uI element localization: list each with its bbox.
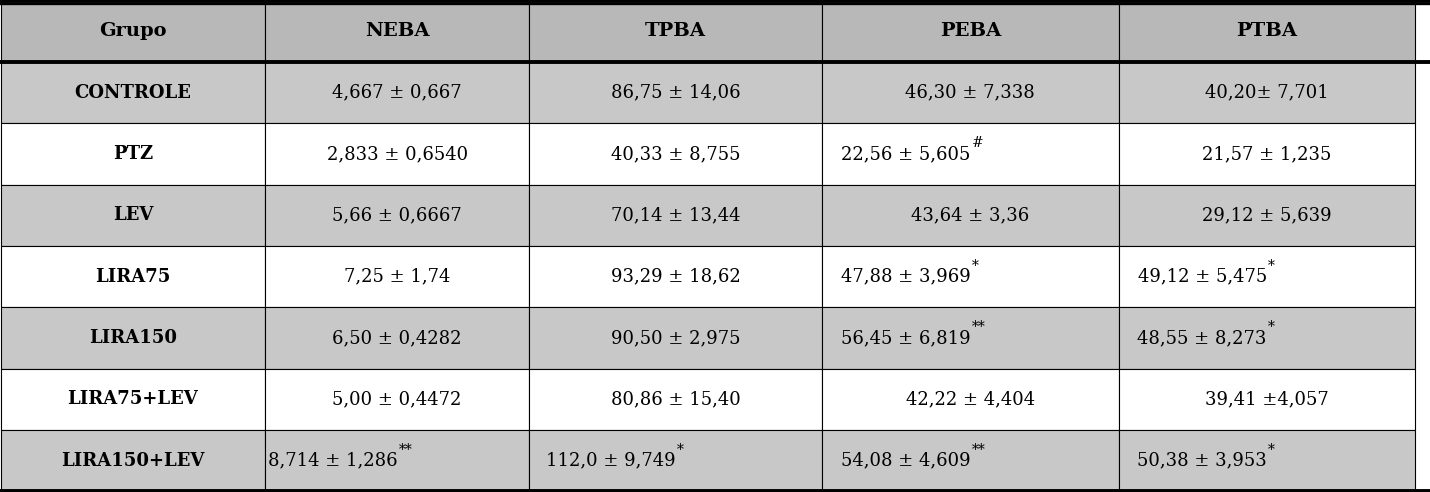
- Text: 6,50 ± 0,4282: 6,50 ± 0,4282: [332, 329, 462, 347]
- Text: 86,75 ± 14,06: 86,75 ± 14,06: [611, 84, 741, 102]
- Text: 43,64 ± 3,36: 43,64 ± 3,36: [911, 206, 1030, 224]
- Bar: [529, 0, 822, 62]
- Text: 70,14 ± 13,44: 70,14 ± 13,44: [611, 206, 741, 224]
- Bar: [1118, 246, 1416, 308]
- Bar: [529, 62, 822, 123]
- Text: *: *: [1268, 443, 1276, 457]
- Bar: [529, 430, 822, 492]
- Bar: [529, 123, 822, 184]
- Bar: [265, 246, 529, 308]
- Bar: [822, 430, 1118, 492]
- Text: LEV: LEV: [113, 206, 153, 224]
- Bar: [0, 123, 265, 184]
- Bar: [1118, 123, 1416, 184]
- Text: 29,12 ± 5,639: 29,12 ± 5,639: [1203, 206, 1331, 224]
- Bar: [529, 246, 822, 308]
- Text: 42,22 ± 4,404: 42,22 ± 4,404: [905, 390, 1035, 408]
- Text: *: *: [1268, 320, 1276, 334]
- Bar: [529, 308, 822, 369]
- Bar: [1118, 430, 1416, 492]
- Text: LIRA150: LIRA150: [89, 329, 177, 347]
- Text: PTZ: PTZ: [113, 145, 153, 163]
- Text: 93,29 ± 18,62: 93,29 ± 18,62: [611, 268, 741, 286]
- Text: LIRA150+LEV: LIRA150+LEV: [61, 452, 204, 470]
- Text: 80,86 ± 15,40: 80,86 ± 15,40: [611, 390, 741, 408]
- Bar: [0, 430, 265, 492]
- Bar: [529, 184, 822, 246]
- Bar: [265, 62, 529, 123]
- Text: 46,30 ± 7,338: 46,30 ± 7,338: [905, 84, 1035, 102]
- Text: 49,12 ± 5,475: 49,12 ± 5,475: [1137, 268, 1267, 286]
- Bar: [822, 62, 1118, 123]
- Text: 22,56 ± 5,605: 22,56 ± 5,605: [841, 145, 971, 163]
- Text: 47,88 ± 3,969: 47,88 ± 3,969: [841, 268, 971, 286]
- Text: *: *: [678, 443, 684, 457]
- Bar: [529, 369, 822, 430]
- Bar: [0, 369, 265, 430]
- Bar: [0, 246, 265, 308]
- Text: **: **: [399, 443, 412, 457]
- Text: *: *: [1268, 259, 1276, 273]
- Text: 4,667 ± 0,667: 4,667 ± 0,667: [332, 84, 462, 102]
- Text: 40,33 ± 8,755: 40,33 ± 8,755: [611, 145, 741, 163]
- Bar: [822, 123, 1118, 184]
- Text: 112,0 ± 9,749: 112,0 ± 9,749: [546, 452, 676, 470]
- Text: PEBA: PEBA: [940, 22, 1001, 40]
- Bar: [0, 0, 265, 62]
- Text: 56,45 ± 6,819: 56,45 ± 6,819: [841, 329, 971, 347]
- Bar: [1118, 62, 1416, 123]
- Bar: [265, 430, 529, 492]
- Text: LIRA75: LIRA75: [96, 268, 170, 286]
- Bar: [822, 369, 1118, 430]
- Bar: [822, 0, 1118, 62]
- Text: 5,66 ± 0,6667: 5,66 ± 0,6667: [332, 206, 462, 224]
- Text: **: **: [972, 320, 985, 334]
- Bar: [822, 184, 1118, 246]
- Bar: [1118, 0, 1416, 62]
- Bar: [822, 246, 1118, 308]
- Bar: [1118, 184, 1416, 246]
- Text: 40,20± 7,701: 40,20± 7,701: [1205, 84, 1328, 102]
- Bar: [1118, 308, 1416, 369]
- Text: 5,00 ± 0,4472: 5,00 ± 0,4472: [332, 390, 462, 408]
- Text: TPBA: TPBA: [645, 22, 706, 40]
- Text: 8,714 ± 1,286: 8,714 ± 1,286: [267, 452, 398, 470]
- Text: *: *: [972, 259, 978, 273]
- Text: LIRA75+LEV: LIRA75+LEV: [67, 390, 199, 408]
- Text: 54,08 ± 4,609: 54,08 ± 4,609: [841, 452, 971, 470]
- Text: 48,55 ± 8,273: 48,55 ± 8,273: [1137, 329, 1267, 347]
- Text: CONTROLE: CONTROLE: [74, 84, 192, 102]
- Bar: [0, 308, 265, 369]
- Bar: [822, 308, 1118, 369]
- Bar: [265, 184, 529, 246]
- Bar: [265, 0, 529, 62]
- Bar: [265, 308, 529, 369]
- Text: 2,833 ± 0,6540: 2,833 ± 0,6540: [326, 145, 468, 163]
- Text: 90,50 ± 2,975: 90,50 ± 2,975: [611, 329, 741, 347]
- Bar: [0, 184, 265, 246]
- Text: #: #: [972, 136, 984, 150]
- Text: **: **: [972, 443, 985, 457]
- Bar: [265, 123, 529, 184]
- Bar: [1118, 369, 1416, 430]
- Bar: [265, 369, 529, 430]
- Text: 50,38 ± 3,953: 50,38 ± 3,953: [1137, 452, 1267, 470]
- Text: 21,57 ± 1,235: 21,57 ± 1,235: [1203, 145, 1331, 163]
- Text: 39,41 ±4,057: 39,41 ±4,057: [1205, 390, 1328, 408]
- Text: Grupo: Grupo: [99, 22, 166, 40]
- Text: PTBA: PTBA: [1237, 22, 1297, 40]
- Text: NEBA: NEBA: [365, 22, 429, 40]
- Bar: [0, 62, 265, 123]
- Text: 7,25 ± 1,74: 7,25 ± 1,74: [345, 268, 450, 286]
